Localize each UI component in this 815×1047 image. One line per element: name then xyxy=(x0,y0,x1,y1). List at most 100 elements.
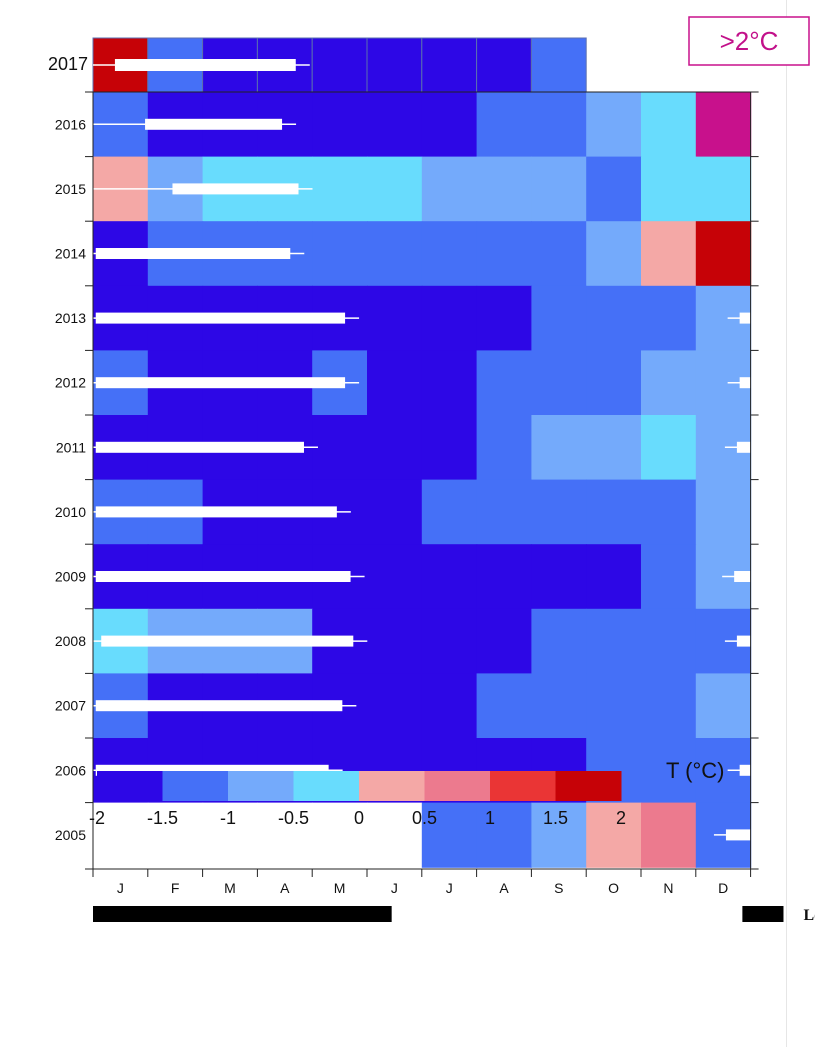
heatmap-cell-2006-11 xyxy=(641,738,697,804)
heatmap-cell-2008-11 xyxy=(641,608,697,674)
heatmap-cell-2008-8 xyxy=(476,608,532,674)
colorbar-tick-label: -2 xyxy=(89,808,105,828)
colorbar-segment xyxy=(490,771,556,801)
heatmap-cell-2012-10 xyxy=(586,350,642,416)
colorbar-segment xyxy=(228,771,294,801)
ice-duration-bar-2016 xyxy=(145,118,283,130)
heatmap-cell-2011-8 xyxy=(476,415,532,481)
ice-duration-bar-2009 xyxy=(95,571,351,582)
year-axis-labels: 2017 2016 2015 2014 2013 2012 2011 2010 2009 2008… xyxy=(48,54,88,843)
heatmap-cell-2010-10 xyxy=(586,479,642,545)
heatmap-cell-2016-9 xyxy=(531,92,587,158)
heatmap-cell-2016-8 xyxy=(476,92,532,158)
heatmap-cell-2015-7 xyxy=(421,156,478,222)
heatmap-cell-2014-6 xyxy=(367,221,423,287)
heatmap-cell-2005-8 xyxy=(476,802,532,868)
heatmap-cell-2015-10 xyxy=(586,156,642,222)
december-bar-2011 xyxy=(736,441,751,453)
colorbar-tick-label: 2 xyxy=(616,808,626,828)
year-label: 2016 xyxy=(55,116,86,132)
heatmap-cell-2016-11 xyxy=(641,92,697,158)
december-bar-2013 xyxy=(739,312,751,324)
heatmap-cell-2010-9 xyxy=(531,479,587,545)
year-label: 2009 xyxy=(55,569,86,585)
heatmap-cell-2017-5 xyxy=(311,37,368,93)
heatmap-cell-2014-10 xyxy=(586,221,642,287)
ice-duration-bar-2017 xyxy=(114,59,296,71)
heatmap-cell-2013-7 xyxy=(421,285,478,351)
heatmap-cell-2016-5 xyxy=(312,92,368,158)
heatmap-cell-2005-9 xyxy=(531,802,587,868)
bottom-duration-bars: Lon xyxy=(93,906,815,924)
heatmap-cell-2016-6 xyxy=(367,92,423,158)
month-label: F xyxy=(171,880,180,896)
heatmap-cell-2015-8 xyxy=(476,156,532,222)
year-label: 2017 xyxy=(48,54,88,74)
heatmap-cell-2015-11 xyxy=(641,156,697,222)
heatmap-cell-2005-11 xyxy=(641,802,697,868)
overflow-annotation: >2°C xyxy=(688,16,810,66)
december-bar-2006 xyxy=(739,764,751,776)
ice-duration-bar-2006 xyxy=(95,764,329,776)
heatmap-cell-2005-1 xyxy=(93,802,149,868)
month-label: O xyxy=(608,880,619,896)
heatmap-cell-2014-5 xyxy=(312,221,368,287)
year-label: 2006 xyxy=(55,762,86,778)
heatmap-cell-2013-10 xyxy=(586,285,642,351)
heatmap-cell-2012-8 xyxy=(476,350,532,416)
heatmap-cell-2007-7 xyxy=(421,673,478,739)
colorbar-tick-label: -0.5 xyxy=(278,808,309,828)
heatmap-cell-2015-5 xyxy=(312,156,368,222)
heatmap-cell-2005-10 xyxy=(586,802,642,868)
ice-duration-bar-2015 xyxy=(172,183,299,195)
heatmap-cell-2005-6 xyxy=(367,802,423,868)
month-label: M xyxy=(334,880,346,896)
heatmap-cell-2011-10 xyxy=(586,415,642,481)
ice-duration-bar-2007 xyxy=(95,700,343,712)
bottom-bar-1 xyxy=(93,906,392,922)
heatmap-cell-2017-6 xyxy=(366,37,423,93)
month-label: A xyxy=(499,880,509,896)
heatmap-cell-2013-11 xyxy=(641,285,697,351)
heatmap-cell-2007-11 xyxy=(641,673,697,739)
heatmap-cell-2008-6 xyxy=(367,608,423,674)
overflow-box xyxy=(688,16,810,66)
heatmap-cell-2008-9 xyxy=(531,608,587,674)
heatmap-cell-2014-12 xyxy=(695,221,752,287)
heatmap-cell-2005-4 xyxy=(257,802,313,868)
heatmap-cell-2007-10 xyxy=(586,673,642,739)
year-label: 2010 xyxy=(55,504,86,520)
heatmap-cell-2012-9 xyxy=(531,350,587,416)
month-label: D xyxy=(718,880,728,896)
heatmap-cell-2005-5 xyxy=(312,802,368,868)
heatmap-cell-2009-9 xyxy=(531,544,587,610)
heatmap-cell-2017-7 xyxy=(421,37,478,93)
heatmap-cell-2009-7 xyxy=(421,544,478,610)
colorbar-tick-label: -1 xyxy=(220,808,236,828)
overflow-label: >2°C xyxy=(720,26,779,56)
colorbar-segment xyxy=(424,771,491,801)
heatmap-cell-2007-9 xyxy=(531,673,587,739)
heatmap-cell-2010-7 xyxy=(421,479,478,545)
heatmap-cell-2013-8 xyxy=(476,285,532,351)
year-label: 2015 xyxy=(55,181,86,197)
colorbar-segment xyxy=(162,771,229,801)
month-label: N xyxy=(663,880,673,896)
heatmap-cell-2013-9 xyxy=(531,285,587,351)
heatmap-cell-2012-6 xyxy=(367,350,423,416)
heatmap-cell-2010-8 xyxy=(476,479,532,545)
heatmap-cell-2010-6 xyxy=(367,479,423,545)
month-label: J xyxy=(117,880,124,896)
heatmap-cell-2009-8 xyxy=(476,544,532,610)
year-label: 2012 xyxy=(55,375,86,391)
colorbar-tick-label: 0 xyxy=(354,808,364,828)
heatmap-cell-2010-11 xyxy=(641,479,697,545)
month-label: J xyxy=(391,880,398,896)
year-label: 2005 xyxy=(55,827,86,843)
month-label: J xyxy=(446,880,453,896)
colorbar-tick-label: -1.5 xyxy=(147,808,178,828)
colorbar-segment xyxy=(293,771,360,801)
heatmap-cell-2007-6 xyxy=(367,673,423,739)
heatmap-cell-2012-7 xyxy=(421,350,478,416)
heatmap-cell-2009-10 xyxy=(586,544,642,610)
